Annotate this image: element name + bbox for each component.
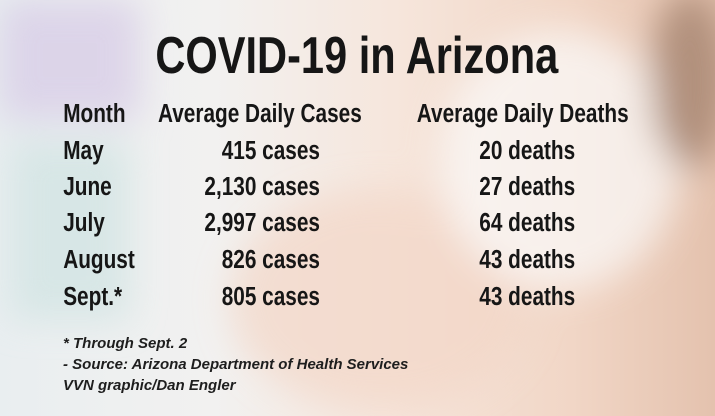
- cases-cell: 2,130 cases: [204, 172, 320, 201]
- deaths-cell: 27 deaths: [479, 172, 575, 201]
- month-cell: July: [63, 208, 105, 237]
- month-cell: May: [63, 136, 103, 165]
- column-header: Average Daily Deaths: [417, 99, 629, 128]
- source: - Source: Arizona Department of Health S…: [63, 356, 408, 373]
- month-cell: Sept.*: [63, 282, 123, 311]
- credit: VVN graphic/Dan Engler: [63, 377, 237, 394]
- deaths-cell: 43 deaths: [479, 282, 575, 311]
- cases-cell: 826 cases: [222, 245, 320, 274]
- cases-cell: 805 cases: [222, 282, 320, 311]
- column-header: Average Daily Cases: [158, 99, 362, 128]
- column-header: Month: [63, 99, 125, 128]
- title: COVID-19 in Arizona: [155, 26, 559, 85]
- deaths-cell: 43 deaths: [479, 245, 575, 274]
- deaths-cell: 20 deaths: [479, 136, 575, 165]
- month-cell: August: [63, 245, 135, 274]
- cases-cell: 2,997 cases: [204, 208, 320, 237]
- footnote: * Through Sept. 2: [63, 335, 188, 352]
- cases-cell: 415 cases: [222, 136, 320, 165]
- month-cell: June: [63, 172, 112, 201]
- deaths-cell: 64 deaths: [479, 208, 575, 237]
